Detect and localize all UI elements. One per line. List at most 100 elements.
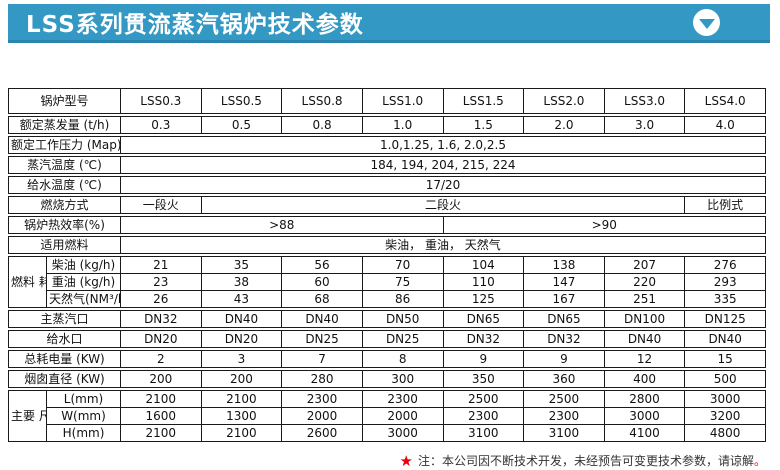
value-cell: 8 bbox=[361, 350, 444, 368]
value-cell: 3000 bbox=[684, 390, 766, 408]
value-cell: >88 bbox=[120, 216, 444, 234]
row-label: 重油 (kg/h) bbox=[46, 273, 121, 291]
value-cell: 一段火 bbox=[120, 196, 202, 214]
value-cell: 2800 bbox=[603, 390, 686, 408]
value-cell: 7 bbox=[281, 350, 363, 368]
value-cell: 360 bbox=[523, 370, 605, 388]
value-cell: 38 bbox=[200, 273, 283, 291]
value-cell: 3100 bbox=[442, 424, 525, 442]
row-label: 燃烧方式 bbox=[8, 196, 121, 214]
row-steam-temperature: 蒸汽温度 (℃) 184, 194, 204, 215, 224 bbox=[8, 156, 766, 174]
row-label: H(mm) bbox=[46, 424, 121, 442]
model-cell: LSS2.0 bbox=[523, 88, 605, 114]
value-cell: 3100 bbox=[523, 424, 605, 442]
value-cell: 26 bbox=[120, 290, 202, 308]
model-cell: LSS1.0 bbox=[361, 88, 444, 114]
value-cell: 2100 bbox=[120, 424, 202, 442]
value-cell: 0.3 bbox=[120, 116, 202, 134]
value-cell: 1.0,1.25, 1.6, 2.0,2.5 bbox=[120, 136, 766, 154]
value-cell: 2100 bbox=[120, 390, 202, 408]
value-cell: 220 bbox=[603, 273, 686, 291]
value-cell: 56 bbox=[281, 256, 363, 274]
value-cell: 167 bbox=[523, 290, 605, 308]
value-cell: DN25 bbox=[361, 330, 444, 348]
value-cell: 293 bbox=[684, 273, 766, 291]
row-label: 锅炉型号 bbox=[8, 88, 121, 114]
group-main-dimensions: 主要 尺寸 L(mm) 2100 2100 2300 2300 2500 250… bbox=[8, 390, 766, 442]
chevron-down-icon bbox=[698, 18, 715, 29]
model-cell: LSS0.8 bbox=[281, 88, 363, 114]
row-thermal-efficiency: 锅炉热效率(%) >88 >90 bbox=[8, 216, 766, 234]
row-label: 烟囱直径 (KW) bbox=[8, 370, 121, 388]
value-cell: 138 bbox=[523, 256, 605, 274]
value-cell: 86 bbox=[361, 290, 444, 308]
value-cell: 1300 bbox=[200, 407, 283, 425]
value-cell: 9 bbox=[523, 350, 605, 368]
row-label: 蒸汽温度 (℃) bbox=[8, 156, 121, 174]
row-label: 适用燃料 bbox=[8, 236, 121, 254]
value-cell: 70 bbox=[361, 256, 444, 274]
group-fuel-consumption: 燃料 耗量 柴油 (kg/h) 21 35 56 70 104 138 207 … bbox=[8, 256, 766, 308]
row-label: 柴油 (kg/h) bbox=[46, 256, 121, 274]
value-cell: 200 bbox=[120, 370, 202, 388]
value-cell: DN40 bbox=[603, 330, 686, 348]
value-cell: 110 bbox=[442, 273, 525, 291]
value-cell: 0.8 bbox=[281, 116, 363, 134]
value-cell: DN40 bbox=[684, 330, 766, 348]
footnote-text: 注：本公司因不断技术开发，未经预告可变更技术参数，请谅解 bbox=[417, 454, 754, 468]
value-cell: DN32 bbox=[523, 330, 605, 348]
value-cell: DN100 bbox=[603, 310, 686, 328]
value-cell: 21 bbox=[120, 256, 202, 274]
group-label: 主要 尺寸 bbox=[8, 390, 47, 442]
value-cell: 1.0 bbox=[361, 116, 444, 134]
value-cell: 柴油， 重油， 天然气 bbox=[120, 236, 766, 254]
value-cell: 300 bbox=[361, 370, 444, 388]
value-cell: 350 bbox=[442, 370, 525, 388]
row-label: 给水口 bbox=[8, 330, 121, 348]
row-rated-evaporation: 额定蒸发量 (t/h) 0.3 0.5 0.8 1.0 1.5 2.0 3.0 … bbox=[8, 116, 766, 134]
value-cell: 251 bbox=[603, 290, 686, 308]
star-icon: ★ bbox=[399, 452, 413, 470]
value-cell: 2100 bbox=[200, 424, 283, 442]
value-cell: 4.0 bbox=[684, 116, 766, 134]
row-label: 主蒸汽口 bbox=[8, 310, 121, 328]
model-cell: LSS3.0 bbox=[603, 88, 686, 114]
value-cell: DN65 bbox=[523, 310, 605, 328]
value-cell: 2600 bbox=[281, 424, 363, 442]
model-cell: LSS1.5 bbox=[442, 88, 525, 114]
value-cell: 2500 bbox=[442, 390, 525, 408]
row-label: 额定工作压力 (Map) bbox=[8, 136, 121, 154]
value-cell: DN32 bbox=[442, 330, 525, 348]
value-cell: 2000 bbox=[361, 407, 444, 425]
value-cell: 43 bbox=[200, 290, 283, 308]
value-cell: 9 bbox=[442, 350, 525, 368]
value-cell: 125 bbox=[442, 290, 525, 308]
value-cell: DN32 bbox=[120, 310, 202, 328]
value-cell: DN40 bbox=[281, 310, 363, 328]
row-main-steam-outlet: 主蒸汽口 DN32 DN40 DN40 DN50 DN65 DN65 DN100… bbox=[8, 310, 766, 328]
value-cell: 3200 bbox=[684, 407, 766, 425]
value-cell: 23 bbox=[120, 273, 202, 291]
value-cell: 3000 bbox=[603, 407, 686, 425]
value-cell: 200 bbox=[200, 370, 283, 388]
value-cell: DN65 bbox=[442, 310, 525, 328]
value-cell: 184, 194, 204, 215, 224 bbox=[120, 156, 766, 174]
value-cell: 17/20 bbox=[120, 176, 766, 194]
footnote: ★ 注：本公司因不断技术开发，未经预告可变更技术参数，请谅解。 bbox=[0, 452, 766, 470]
value-cell: 4100 bbox=[603, 424, 686, 442]
collapse-button[interactable] bbox=[693, 8, 720, 36]
value-cell: 280 bbox=[281, 370, 363, 388]
value-cell: 2100 bbox=[200, 390, 283, 408]
row-label: 锅炉热效率(%) bbox=[8, 216, 121, 234]
row-label: L(mm) bbox=[46, 390, 121, 408]
value-cell: 3000 bbox=[361, 424, 444, 442]
value-cell: 104 bbox=[442, 256, 525, 274]
value-cell: 15 bbox=[684, 350, 766, 368]
value-cell: 75 bbox=[361, 273, 444, 291]
value-cell: 0.5 bbox=[200, 116, 283, 134]
row-boiler-model: 锅炉型号 LSS0.3 LSS0.5 LSS0.8 LSS1.0 LSS1.5 … bbox=[8, 88, 766, 114]
value-cell: 68 bbox=[281, 290, 363, 308]
spec-table: 锅炉型号 LSS0.3 LSS0.5 LSS0.8 LSS1.0 LSS1.5 … bbox=[8, 88, 766, 442]
value-cell: DN40 bbox=[200, 310, 283, 328]
model-cell: LSS0.3 bbox=[120, 88, 202, 114]
